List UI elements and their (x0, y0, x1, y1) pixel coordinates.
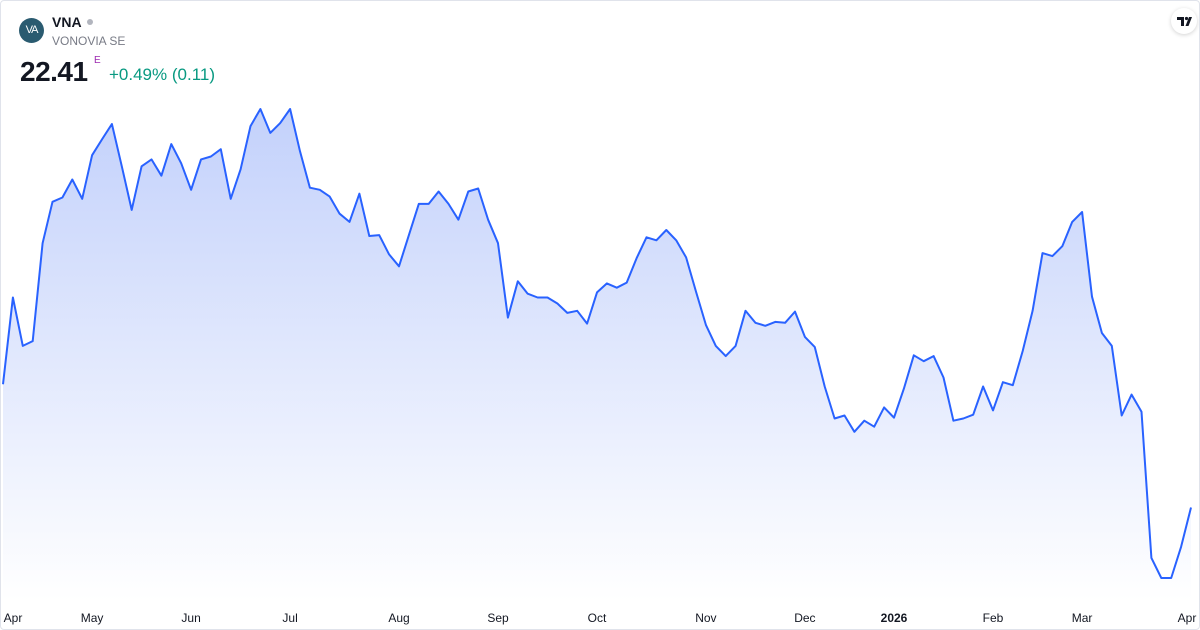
x-tick-label: Apr (4, 611, 23, 625)
x-tick-label: Sep (487, 611, 509, 625)
x-tick-label: Aug (388, 611, 409, 625)
x-tick-label: Apr (1178, 611, 1197, 625)
price: 22.41 (20, 56, 88, 87)
x-tick-label: Jul (282, 611, 297, 625)
x-tick-label: May (81, 611, 104, 625)
x-tick-label: Jun (181, 611, 200, 625)
logo: VA (19, 18, 44, 43)
change: +0.49% (0.11) (109, 65, 216, 84)
logo-icon (1177, 16, 1192, 26)
x-tick-label: Dec (794, 611, 815, 625)
status-dot (86, 19, 93, 25)
x-tick-label: Mar (1072, 611, 1093, 625)
x-tick-label: Feb (983, 611, 1004, 625)
x-tick-label: Nov (695, 611, 716, 625)
x-tick-label: Oct (588, 611, 607, 625)
area-fill (3, 109, 1191, 601)
tradingview-logo[interactable] (1171, 8, 1197, 34)
symbol[interactable]: VNA (52, 14, 82, 30)
symbol-row: VNA (52, 14, 93, 30)
x-tick-label: 2026 (881, 611, 908, 625)
company-name: VONOVIA SE (52, 34, 126, 48)
flag: E (94, 55, 101, 66)
price-line (2, 108, 1192, 579)
